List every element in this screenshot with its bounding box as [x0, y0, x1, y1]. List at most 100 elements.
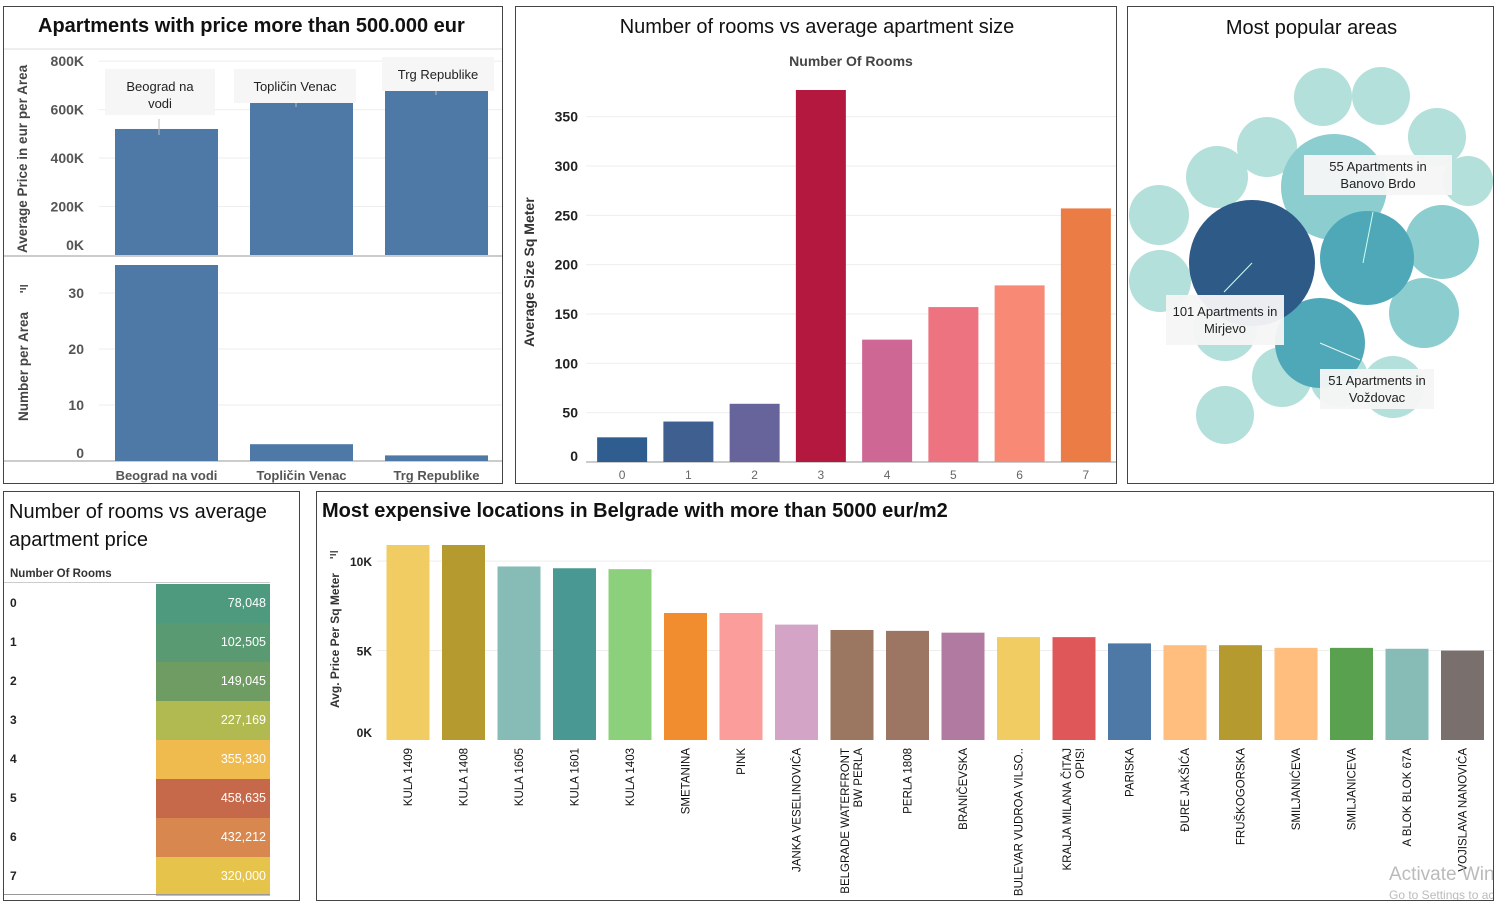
y-tick-label: 400K [51, 150, 84, 166]
price-cell: 102,505 [156, 623, 270, 662]
annotation-box [105, 69, 215, 115]
y-axis-label: Average Price in eur per Area [15, 64, 30, 253]
panel-title: Number of rooms vs average apartment siz… [619, 16, 1015, 38]
y-tick-label: 0 [570, 448, 578, 464]
size-bar [928, 307, 979, 462]
location-bar [497, 566, 541, 740]
area-bubble [1389, 278, 1459, 348]
x-tick-label: 2 [751, 468, 758, 482]
table-row: 2 149,045 [4, 662, 294, 701]
location-bar [886, 630, 929, 740]
x-tick-label: SMETANINA [681, 748, 693, 815]
location-bar [997, 637, 1040, 740]
x-tick-label: BRANIČEVSKA [957, 748, 970, 830]
x-tick-label: 5 [950, 468, 957, 482]
x-tick-label: A BLOK BLOK 67A [1402, 748, 1414, 847]
x-tick-label: OPIS! [1075, 748, 1087, 779]
price-cell: 320,000 [156, 857, 270, 896]
y-tick-label: 600K [51, 102, 84, 118]
y-tick-label: 250 [555, 207, 579, 223]
price-cell: 149,045 [156, 662, 270, 701]
x-tick-label: Beograd na vodi [116, 468, 218, 483]
room-count-label: 6 [10, 830, 17, 844]
label-mirjevo: 101 Apartments in Mirjevo [1166, 295, 1284, 345]
sort-icon-bar [20, 285, 28, 287]
room-count-label: 5 [10, 791, 17, 805]
table-row: 1 102,505 [4, 623, 294, 662]
room-count-label: 2 [10, 674, 17, 688]
location-bar [830, 629, 874, 740]
sort-icon-bar [330, 554, 336, 556]
annotation-box [234, 69, 356, 103]
x-tick-label: Topličin Venac [256, 468, 346, 483]
location-bar [1441, 650, 1484, 740]
panel-price-over-500k: Apartments with price more than 500.000 … [3, 6, 503, 484]
size-bar [597, 437, 648, 462]
location-bar [1385, 648, 1429, 740]
location-bar [1274, 647, 1318, 740]
price-count-chart: 800K 600K 400K 200K 0K 30 20 10 0 Average Price i… [4, 48, 502, 483]
x-tick-label: BULEVAR VUDROA VILSO.. [1014, 748, 1026, 896]
price-cell: 227,169 [156, 701, 270, 740]
label-banovo-brdo: 55 Apartments in Banovo Brdo [1304, 155, 1452, 195]
room-count-label: 7 [10, 869, 17, 883]
x-tick-label: PARISKA [1125, 748, 1137, 797]
watermark-subtitle: Go to Settings to activate Windows. [1389, 888, 1494, 901]
y-tick-label: 5K [357, 645, 373, 659]
x-tick-label: KULA 1601 [570, 748, 582, 806]
size-bar [994, 285, 1045, 462]
annotation-box [382, 57, 494, 91]
x-tick-label: 4 [884, 468, 891, 482]
location-bar [442, 545, 485, 740]
area-bubble [1405, 205, 1479, 279]
sort-icon-bar [330, 557, 333, 559]
table-bottom-line [4, 894, 270, 895]
location-bar [386, 545, 430, 740]
y-tick-label: 0K [66, 237, 84, 253]
y-tick-label: 10K [350, 555, 372, 569]
location-bar [775, 624, 818, 740]
x-tick-label: SMILJANIĆEVA [1290, 748, 1303, 831]
y-tick-label: 20 [68, 341, 84, 357]
panel-title: Most expensive locations in Belgrade wit… [322, 500, 948, 522]
x-tick-label: 7 [1083, 468, 1090, 482]
size-bar [663, 421, 714, 462]
panel-popular-areas: Most popular areas 55 Apartments in Bano… [1127, 6, 1494, 484]
room-count-label: 4 [10, 752, 17, 766]
location-bar [1219, 645, 1262, 740]
size-bar [862, 339, 913, 462]
column-header: Number Of Rooms [789, 53, 913, 69]
count-bar [385, 455, 488, 461]
location-bar [1108, 643, 1151, 740]
watermark-title: Activate Windows [1389, 864, 1494, 885]
label-leader [1362, 211, 1374, 264]
y-axis-label: Number per Area [16, 311, 31, 421]
size-bar [795, 90, 846, 462]
y-tick-label: 800K [51, 53, 84, 69]
price-cell: 355,330 [156, 740, 270, 779]
area-bubble [1294, 68, 1352, 126]
location-bar [941, 632, 985, 740]
annotation-label: Topličin Venac [253, 79, 337, 94]
y-tick-label: 10 [68, 397, 84, 413]
location-bar [1163, 645, 1207, 740]
table-row: 4 355,330 [4, 740, 294, 779]
price-bar [115, 128, 218, 255]
x-tick-label: PERLA 1808 [903, 748, 915, 814]
size-bar [729, 403, 780, 462]
room-count-label: 3 [10, 713, 17, 727]
x-tick-label: PINK [736, 748, 748, 775]
room-count-label: 1 [10, 635, 17, 649]
x-tick-label: 3 [818, 468, 825, 482]
size-bar [1060, 208, 1111, 462]
x-tick-label: BW PERLA [853, 748, 865, 808]
y-tick-label: 100 [555, 355, 579, 371]
annotation-label: Beograd na [126, 79, 194, 94]
panel-title: Apartments with price more than 500.000 … [38, 15, 465, 37]
label-leader [1223, 262, 1253, 293]
table-row: 3 227,169 [4, 701, 294, 740]
y-axis-label: Average Size Sq Meter [521, 197, 537, 347]
area-bubble [1237, 117, 1297, 177]
x-tick-label: FRUŠKOGORSKA [1235, 748, 1248, 845]
area-bubble [1320, 211, 1414, 305]
